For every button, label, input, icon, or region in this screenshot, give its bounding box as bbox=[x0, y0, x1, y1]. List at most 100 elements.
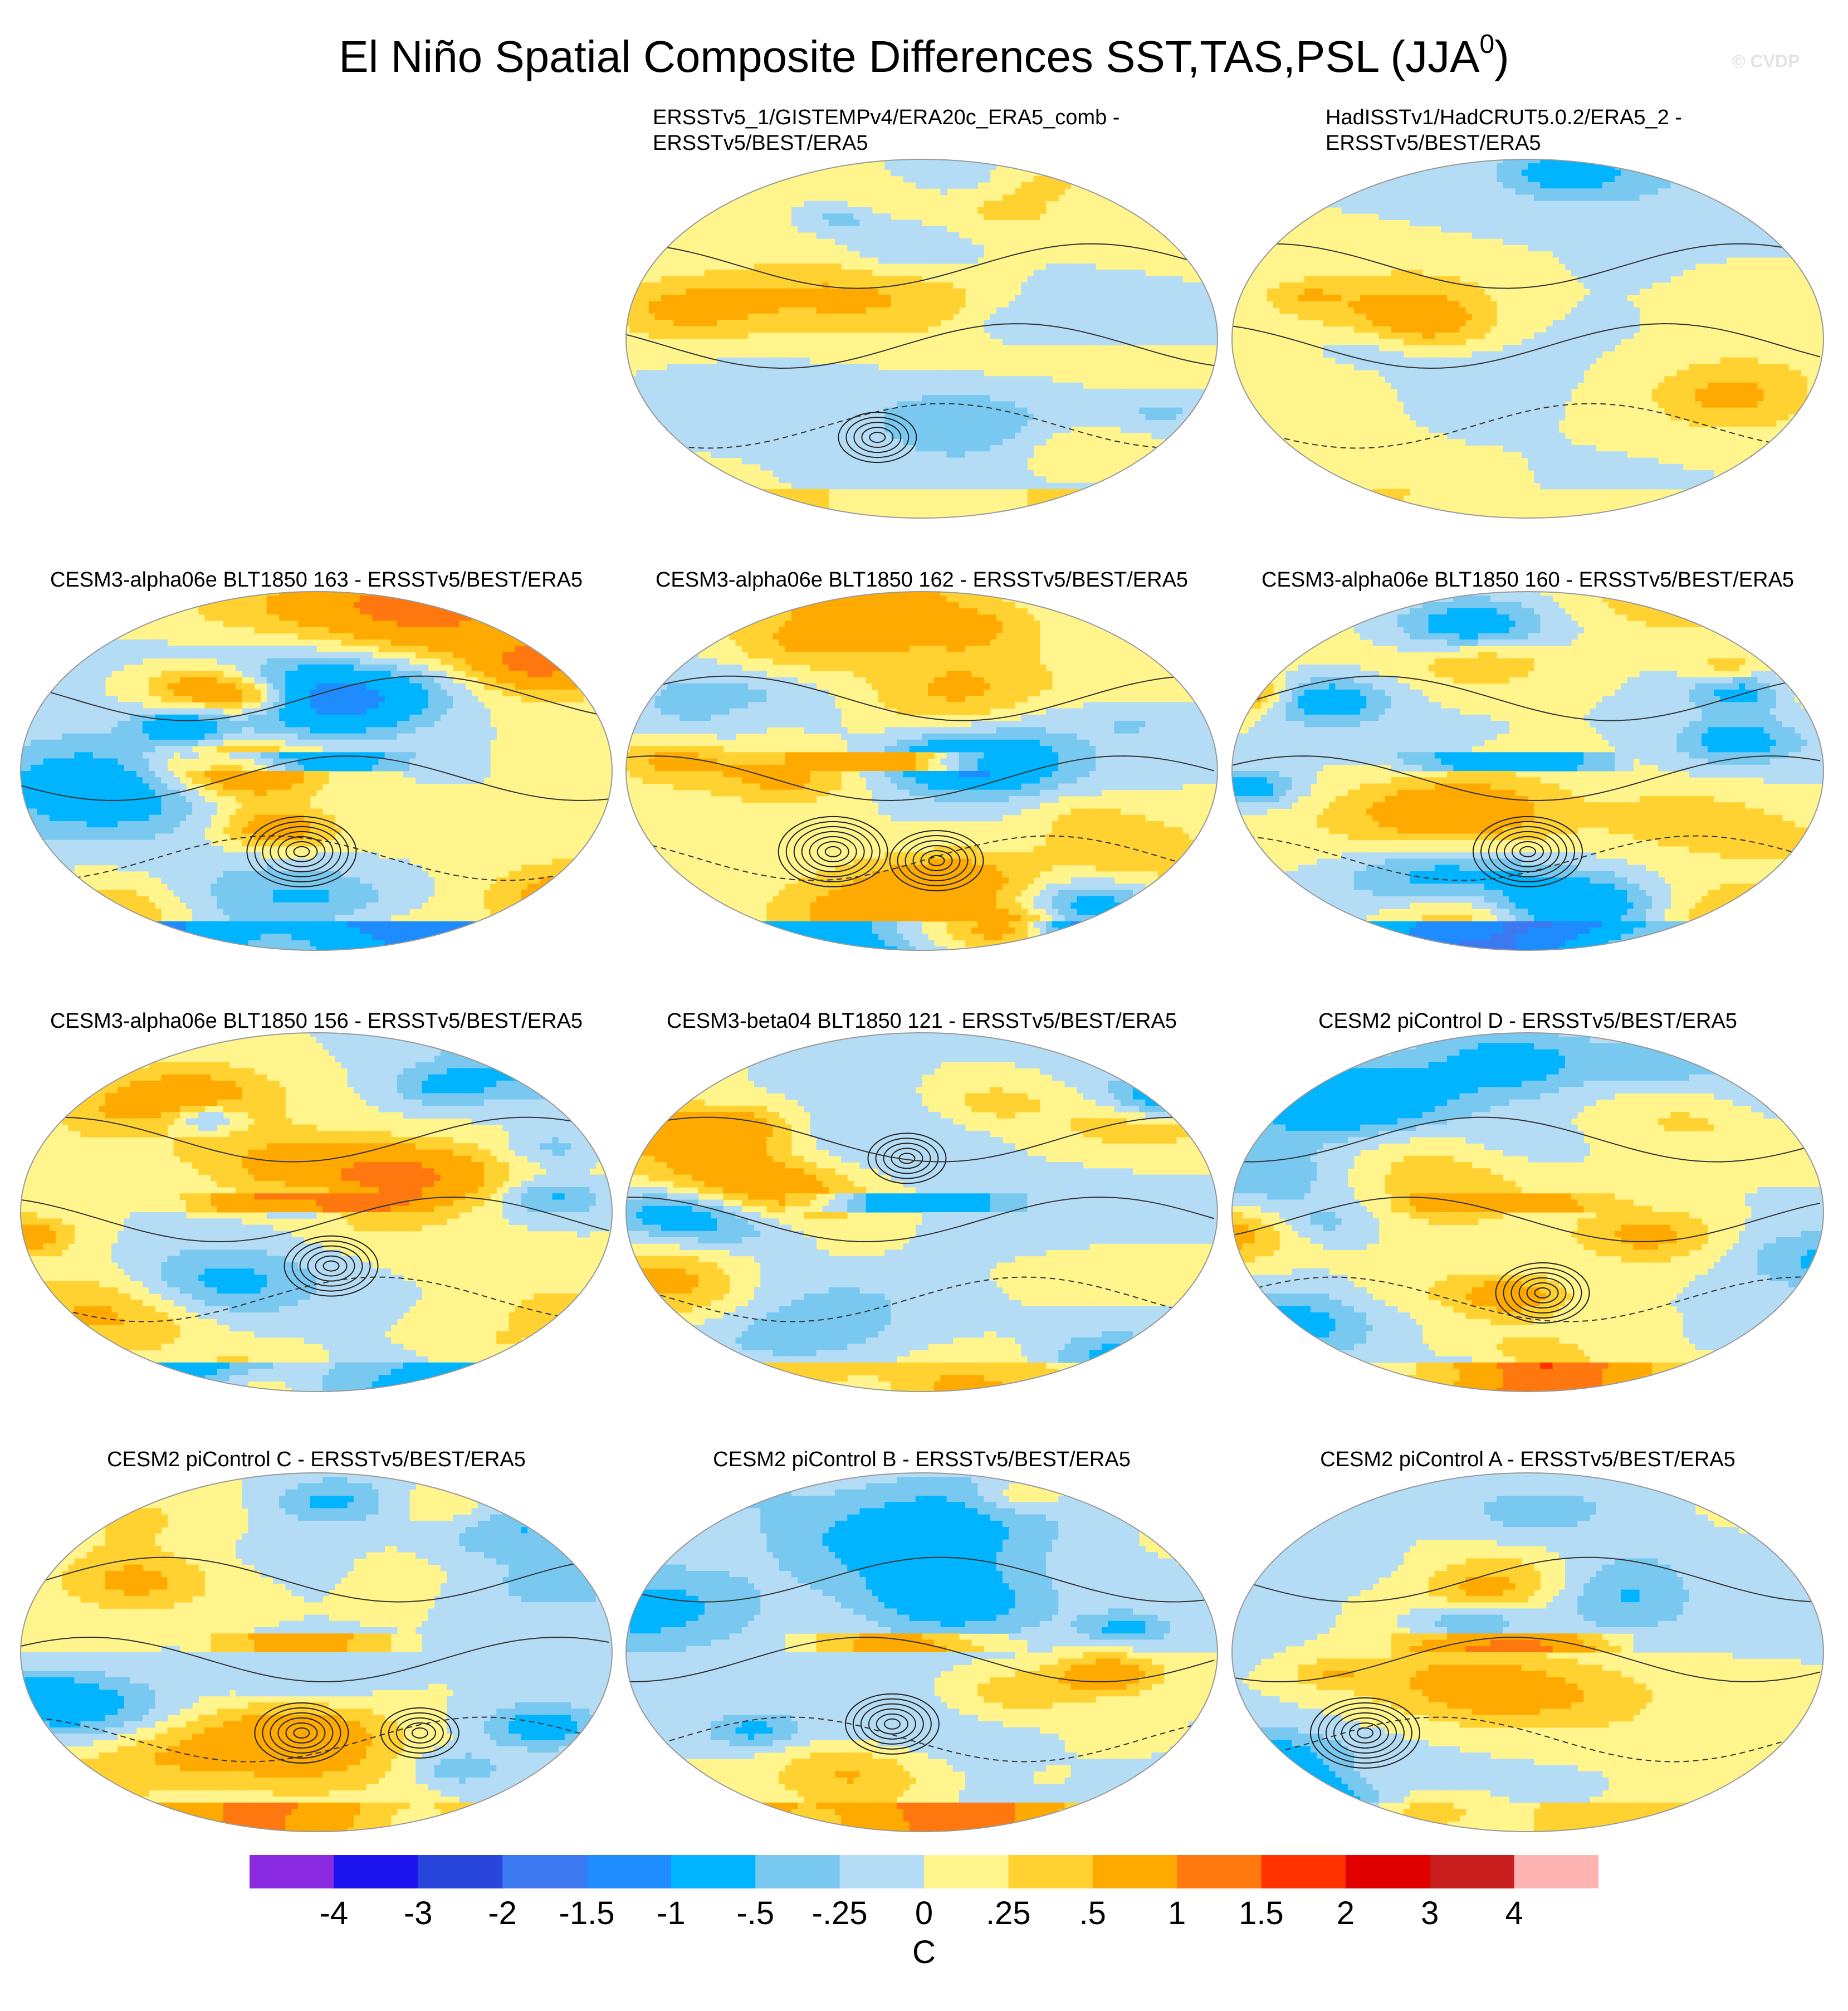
field-cell bbox=[853, 245, 861, 252]
field-cell bbox=[872, 251, 879, 258]
field-cell bbox=[990, 159, 997, 164]
field-cell bbox=[735, 370, 742, 377]
field-cell bbox=[1260, 194, 1268, 202]
field-cell bbox=[847, 232, 854, 239]
field-cell bbox=[810, 451, 817, 458]
field-cell bbox=[928, 251, 935, 258]
field-cell bbox=[959, 376, 966, 383]
field-cell bbox=[1189, 420, 1195, 427]
field-cell bbox=[1571, 326, 1578, 333]
field-cell bbox=[810, 438, 817, 446]
field-cell bbox=[946, 388, 954, 396]
field-cell bbox=[1577, 326, 1584, 333]
field-cell bbox=[704, 370, 711, 377]
field-cell bbox=[1201, 320, 1208, 327]
field-cell bbox=[1739, 245, 1746, 252]
field-cell bbox=[915, 413, 922, 421]
field-cell bbox=[1189, 282, 1195, 289]
field-cell bbox=[891, 314, 897, 320]
field-cell bbox=[1639, 175, 1646, 183]
field-cell bbox=[859, 289, 867, 295]
field-cell bbox=[673, 320, 680, 327]
field-cell bbox=[1465, 332, 1473, 339]
field-cell bbox=[1353, 314, 1361, 320]
field-cell bbox=[1590, 332, 1597, 339]
field-cell bbox=[1410, 163, 1416, 170]
field-cell bbox=[1298, 159, 1305, 164]
field-cell bbox=[1583, 194, 1590, 202]
field-cell bbox=[1292, 307, 1299, 314]
field-cell bbox=[1503, 159, 1510, 164]
field-cell bbox=[1120, 295, 1127, 302]
field-cell bbox=[1546, 376, 1553, 383]
field-cell bbox=[1745, 175, 1752, 183]
field-cell bbox=[1397, 188, 1404, 195]
field-cell bbox=[1583, 238, 1590, 245]
field-cell bbox=[1528, 201, 1534, 208]
field-cell bbox=[1813, 163, 1820, 170]
field-cell bbox=[1590, 263, 1597, 270]
field-cell bbox=[766, 495, 774, 502]
field-cell bbox=[735, 388, 742, 396]
field-cell bbox=[1583, 295, 1590, 302]
field-cell bbox=[1478, 213, 1485, 220]
field-cell bbox=[1009, 476, 1015, 484]
field-cell bbox=[1602, 339, 1609, 345]
field-cell bbox=[1292, 175, 1299, 183]
field-cell bbox=[686, 495, 693, 502]
field-cell bbox=[1751, 188, 1758, 195]
field-cell bbox=[711, 495, 717, 502]
field-cell bbox=[661, 276, 668, 283]
field-cell bbox=[1182, 388, 1189, 396]
field-cell bbox=[1552, 194, 1559, 202]
field-cell bbox=[654, 314, 662, 320]
field-cell bbox=[810, 320, 817, 327]
field-cell bbox=[1416, 188, 1423, 195]
field-cell bbox=[897, 219, 904, 227]
field-cell bbox=[934, 426, 941, 433]
field-cell bbox=[1726, 169, 1733, 177]
field-cell bbox=[754, 326, 761, 333]
field-cell bbox=[909, 219, 916, 227]
field-cell bbox=[971, 182, 978, 189]
field-cell bbox=[915, 445, 922, 452]
field-cell bbox=[1009, 401, 1015, 408]
field-cell bbox=[1583, 188, 1590, 195]
field-cell bbox=[1304, 182, 1311, 189]
field-cell bbox=[859, 301, 867, 308]
field-cell bbox=[1236, 169, 1243, 177]
field-cell bbox=[1189, 332, 1195, 339]
field-cell bbox=[673, 314, 680, 320]
field-cell bbox=[1751, 182, 1758, 189]
field-cell bbox=[1490, 226, 1497, 233]
field-cell bbox=[1404, 357, 1410, 364]
field-cell bbox=[1163, 295, 1171, 302]
field-cell bbox=[822, 470, 829, 477]
field-cell bbox=[1102, 289, 1108, 295]
field-cell bbox=[1453, 307, 1460, 314]
field-cell bbox=[754, 263, 761, 270]
field-cell bbox=[853, 401, 861, 408]
field-cell bbox=[1428, 332, 1435, 339]
field-cell bbox=[1033, 376, 1040, 383]
field-cell bbox=[741, 426, 749, 433]
field-cell bbox=[1002, 451, 1009, 458]
field-cell bbox=[1447, 320, 1454, 327]
field-cell bbox=[791, 413, 798, 421]
field-cell bbox=[1720, 182, 1727, 189]
field-cell bbox=[1714, 232, 1721, 239]
field-cell bbox=[1329, 175, 1336, 183]
field-cell bbox=[1151, 388, 1158, 396]
field-cell bbox=[1695, 194, 1702, 202]
field-cell bbox=[1027, 326, 1034, 333]
field-cell bbox=[1459, 194, 1466, 202]
field-cell bbox=[717, 295, 723, 302]
field-cell bbox=[965, 175, 972, 183]
field-cell bbox=[1416, 169, 1423, 177]
field-cell bbox=[1441, 395, 1448, 402]
field-cell bbox=[1114, 401, 1121, 408]
field-cell bbox=[1027, 395, 1034, 402]
field-cell bbox=[1702, 163, 1708, 170]
field-cell bbox=[642, 407, 649, 414]
field-cell bbox=[1015, 426, 1021, 433]
